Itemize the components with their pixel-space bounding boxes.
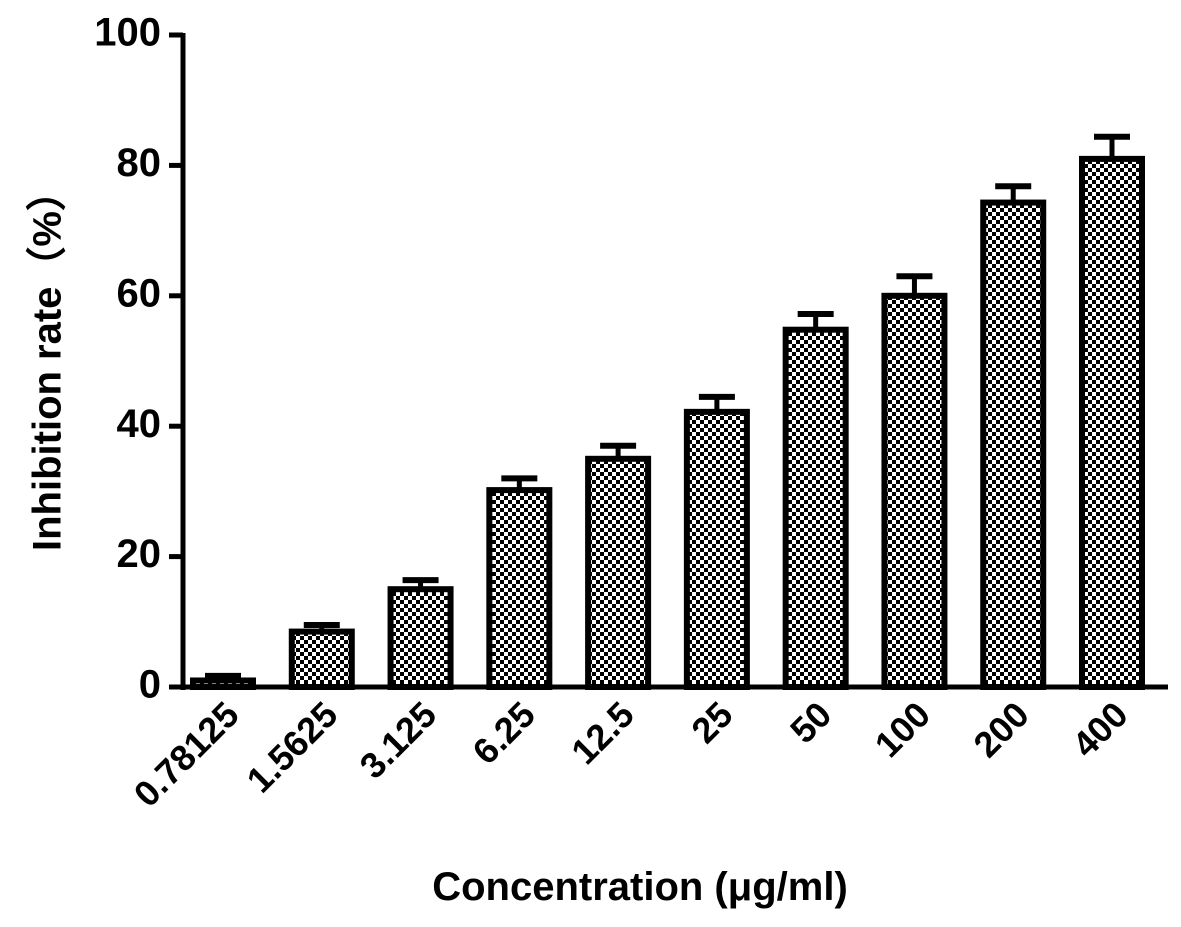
x-axis-label: Concentration (μg/ml): [432, 865, 848, 909]
y-axis-label: Inhibition rate（%）: [26, 171, 70, 551]
x-tick-label: 6.25: [464, 694, 543, 773]
bar: [585, 455, 652, 690]
bar: [881, 292, 948, 690]
bar: [782, 326, 849, 690]
x-tick-label: 3.125: [352, 694, 445, 787]
y-tick-label: 60: [117, 271, 162, 315]
y-tick-label: 20: [117, 532, 162, 576]
x-tick-label: 100: [867, 694, 938, 765]
y-tick-label: 0: [139, 663, 161, 707]
x-tick-label: 12.5: [563, 694, 642, 773]
bar: [683, 408, 750, 690]
bar: [387, 586, 454, 691]
bar: [980, 199, 1047, 690]
x-tick-label: 25: [683, 694, 740, 751]
bar: [486, 487, 553, 691]
x-tick-label: 0.78125: [126, 694, 247, 815]
x-tick-label: 1.5625: [239, 694, 346, 801]
y-tick-label: 100: [94, 11, 161, 55]
y-tick-label: 40: [117, 402, 162, 446]
bar: [1079, 155, 1145, 690]
bar: [288, 628, 355, 691]
x-tick-label: 200: [965, 694, 1036, 765]
x-tick-label: 400: [1064, 694, 1135, 765]
x-tick-label: 50: [782, 694, 839, 751]
y-tick-label: 80: [117, 141, 162, 185]
